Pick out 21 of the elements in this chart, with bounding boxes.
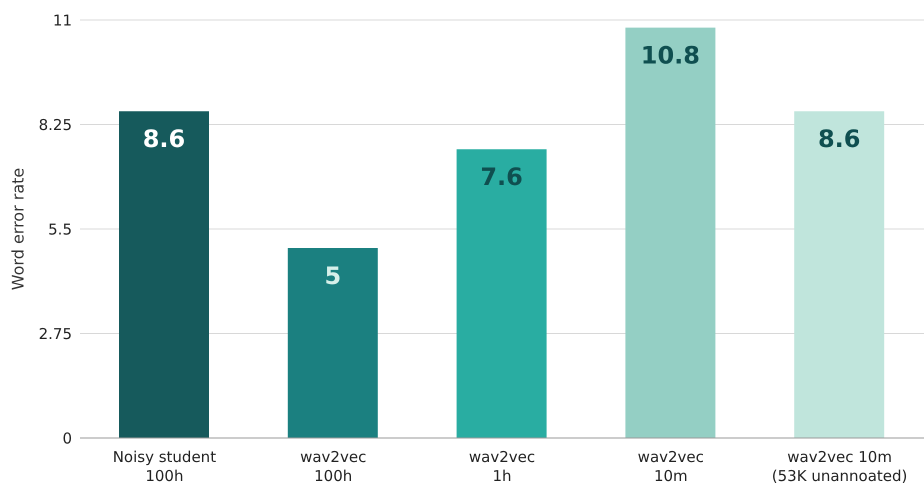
data-label: 8.6 [142, 125, 186, 154]
bar [794, 111, 884, 438]
x-tick-label: wav2vec 10m (53K unannoated) [772, 448, 908, 485]
y-tick-label: 2.75 [38, 324, 72, 343]
bar [288, 248, 378, 438]
y-tick-label: 11 [52, 11, 72, 30]
y-tick-label: 5.5 [48, 220, 72, 238]
data-label: 7.6 [480, 163, 523, 192]
y-axis-title: Word error rate [8, 168, 28, 290]
bar [119, 111, 209, 438]
data-label: 10.8 [640, 42, 700, 70]
y-tick-label: 8.25 [38, 116, 72, 134]
data-label: 5 [324, 262, 342, 290]
bar [625, 28, 716, 438]
x-tick-label: wav2vec 1h [468, 448, 536, 485]
x-tick-label: wav2vec 10m [638, 448, 704, 485]
x-tick-label: wav2vec 100h [300, 448, 366, 485]
x-tick-label: Noisy student 100h [112, 448, 216, 485]
data-label: 8.6 [818, 125, 860, 154]
bar [456, 149, 547, 438]
y-tick-label: 0 [62, 429, 72, 448]
